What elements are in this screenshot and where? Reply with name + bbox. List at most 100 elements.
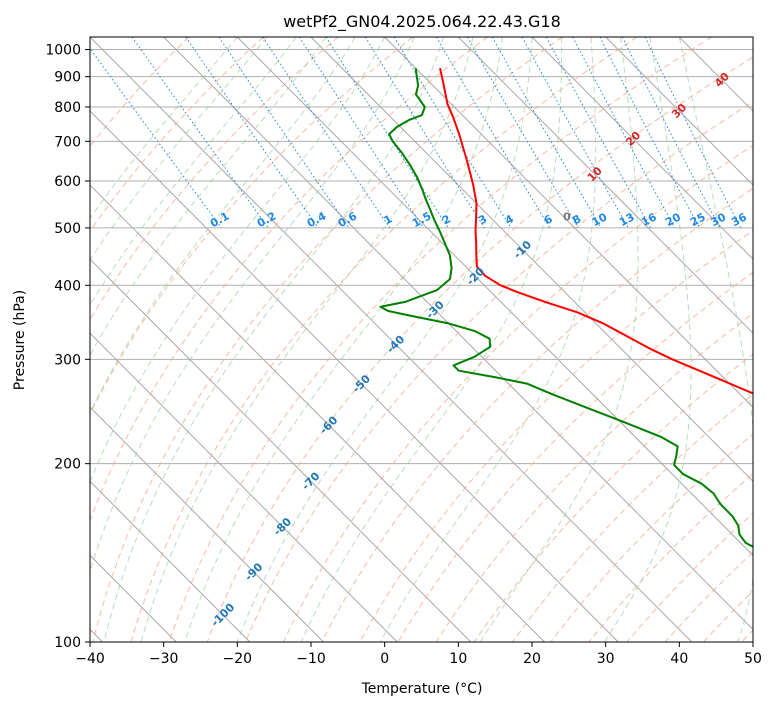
x-tick-label: −30 bbox=[149, 651, 179, 667]
mixing-ratio-label: 0.6 bbox=[336, 209, 360, 230]
label-layer: 0.1 0.2 0.4 0.6 1 1.5 2 3 4 6 8 10 13 16 20 25 30 36-100-… bbox=[208, 70, 749, 630]
dry-adiabat-line bbox=[90, 37, 414, 416]
dry-adiabat-line bbox=[90, 37, 488, 522]
y-tick-label: 900 bbox=[54, 70, 81, 86]
mixing-ratio-label: 0.1 bbox=[208, 209, 231, 230]
isotherm-line bbox=[457, 37, 753, 334]
x-tick-label: −20 bbox=[223, 651, 253, 667]
mixing-ratio-line bbox=[325, 37, 449, 229]
isotherm-line bbox=[605, 37, 753, 186]
mixing-ratio-label: 10 bbox=[590, 210, 610, 229]
y-tick-label: 200 bbox=[54, 457, 81, 473]
moist-adiabat-line bbox=[300, 37, 563, 642]
dry-adiabat-line bbox=[283, 144, 753, 642]
isotherm-line bbox=[384, 37, 753, 408]
dry-adiabat-line bbox=[588, 473, 753, 642]
isotherm-line bbox=[90, 37, 693, 642]
y-axis-label: Pressure (hPa) bbox=[12, 290, 28, 390]
x-tick-label: −40 bbox=[75, 651, 105, 667]
mixing-ratio-line bbox=[262, 37, 391, 229]
mixing-ratio-line bbox=[545, 37, 652, 229]
dry-adiabat-line bbox=[90, 37, 339, 321]
moist-adiabat-line bbox=[90, 37, 297, 307]
moist-adiabat-line bbox=[678, 37, 753, 642]
moist-adiabat-line bbox=[90, 37, 356, 414]
series-layer bbox=[379, 67, 753, 548]
y-tick-label: 100 bbox=[54, 635, 81, 651]
isotherm-line bbox=[90, 258, 472, 642]
x-tick-label: 20 bbox=[523, 651, 541, 667]
y-tick-label: 600 bbox=[54, 174, 81, 190]
mixing-ratio-line bbox=[621, 37, 721, 229]
x-tick-label: −10 bbox=[296, 651, 326, 667]
dry-adiabat-line bbox=[703, 590, 753, 642]
y-tick-label: 1000 bbox=[45, 43, 81, 59]
moist-adiabat-line bbox=[90, 37, 327, 357]
mixing-ratio-label: 36 bbox=[729, 210, 749, 229]
mixing-ratio-label: 20 bbox=[663, 210, 683, 229]
mixing-ratio-label: 6 bbox=[542, 212, 555, 227]
mixing-ratio-line bbox=[644, 37, 742, 229]
moist-adiabat-line bbox=[184, 37, 503, 642]
mixing-ratio-label: 0.4 bbox=[305, 209, 329, 230]
isotherm-zero-label: 0 bbox=[563, 210, 571, 223]
mixing-ratio-line bbox=[185, 37, 319, 229]
moist-adiabat-line bbox=[90, 37, 415, 573]
isotherm-line bbox=[90, 184, 545, 642]
mixing-ratio-label: 1.5 bbox=[410, 209, 433, 230]
isotherm-line bbox=[90, 480, 251, 642]
mixing-ratio-line bbox=[599, 37, 700, 229]
mixing-ratio-line bbox=[521, 37, 629, 229]
dry-adiabat-line bbox=[168, 37, 712, 642]
moist-adiabat-line bbox=[236, 37, 533, 642]
dry-adiabat-line bbox=[512, 393, 753, 642]
moist-adiabat-line bbox=[90, 37, 386, 484]
mixing-ratio-line bbox=[90, 47, 222, 229]
dry-adiabat-line bbox=[245, 101, 753, 642]
x-tick-label: 40 bbox=[670, 651, 688, 667]
grid-layer bbox=[90, 37, 753, 642]
dry-adiabat-line bbox=[90, 37, 264, 232]
moist-adiabat-line bbox=[379, 37, 597, 642]
dry-adiabat-line bbox=[90, 37, 190, 148]
y-tick-label: 800 bbox=[54, 100, 81, 116]
chart-title: wetPf2_GN04.2025.064.22.43.G18 bbox=[283, 12, 561, 32]
y-tick-label: 700 bbox=[54, 134, 81, 150]
isotherm-line bbox=[678, 37, 753, 112]
dry-adiabat-line bbox=[321, 187, 753, 642]
dry-adiabat-line bbox=[741, 629, 753, 642]
mixing-ratio-label: 30 bbox=[709, 210, 729, 229]
x-tick-label: 10 bbox=[449, 651, 467, 667]
moist-adiabat-line bbox=[479, 37, 639, 642]
moist-adiabat-line bbox=[90, 37, 268, 261]
y-tick-label: 300 bbox=[54, 352, 81, 368]
mixing-ratio-line bbox=[298, 37, 424, 229]
isotherm-line bbox=[90, 110, 619, 642]
mixing-ratio-line bbox=[393, 37, 512, 229]
dry-adiabat-line bbox=[664, 551, 753, 642]
moist-adiabat-line bbox=[90, 37, 238, 220]
dry-adiabat-line bbox=[206, 56, 753, 642]
dry-adiabat-line bbox=[473, 353, 753, 642]
dry-adiabat-line bbox=[435, 312, 753, 642]
isotherm-line bbox=[752, 37, 753, 38]
x-tick-label: 0 bbox=[380, 651, 389, 667]
mixing-ratio-line bbox=[218, 37, 350, 229]
isotherm-line bbox=[90, 406, 324, 642]
x-tick-label: 50 bbox=[744, 651, 762, 667]
moist-adiabat-line bbox=[604, 37, 692, 642]
mixing-ratio-label: 2 bbox=[440, 212, 453, 227]
dewpoint-line bbox=[379, 68, 753, 548]
axis-layer: −40 −30 −20 −10 0 10 20 30 40 5010020030040050060… bbox=[45, 43, 762, 667]
moist-adiabat-line bbox=[103, 37, 445, 642]
mixing-ratio-line bbox=[572, 37, 676, 229]
dry-adiabat-line bbox=[130, 37, 638, 642]
isotherm-line bbox=[531, 37, 753, 260]
plot-frame bbox=[89, 36, 754, 643]
mixing-ratio-label: 13 bbox=[617, 210, 637, 229]
moist-adiabat-line bbox=[140, 37, 474, 642]
mixing-ratio-line bbox=[131, 37, 269, 229]
y-tick-label: 500 bbox=[54, 221, 81, 237]
isotherm-line bbox=[90, 332, 398, 642]
